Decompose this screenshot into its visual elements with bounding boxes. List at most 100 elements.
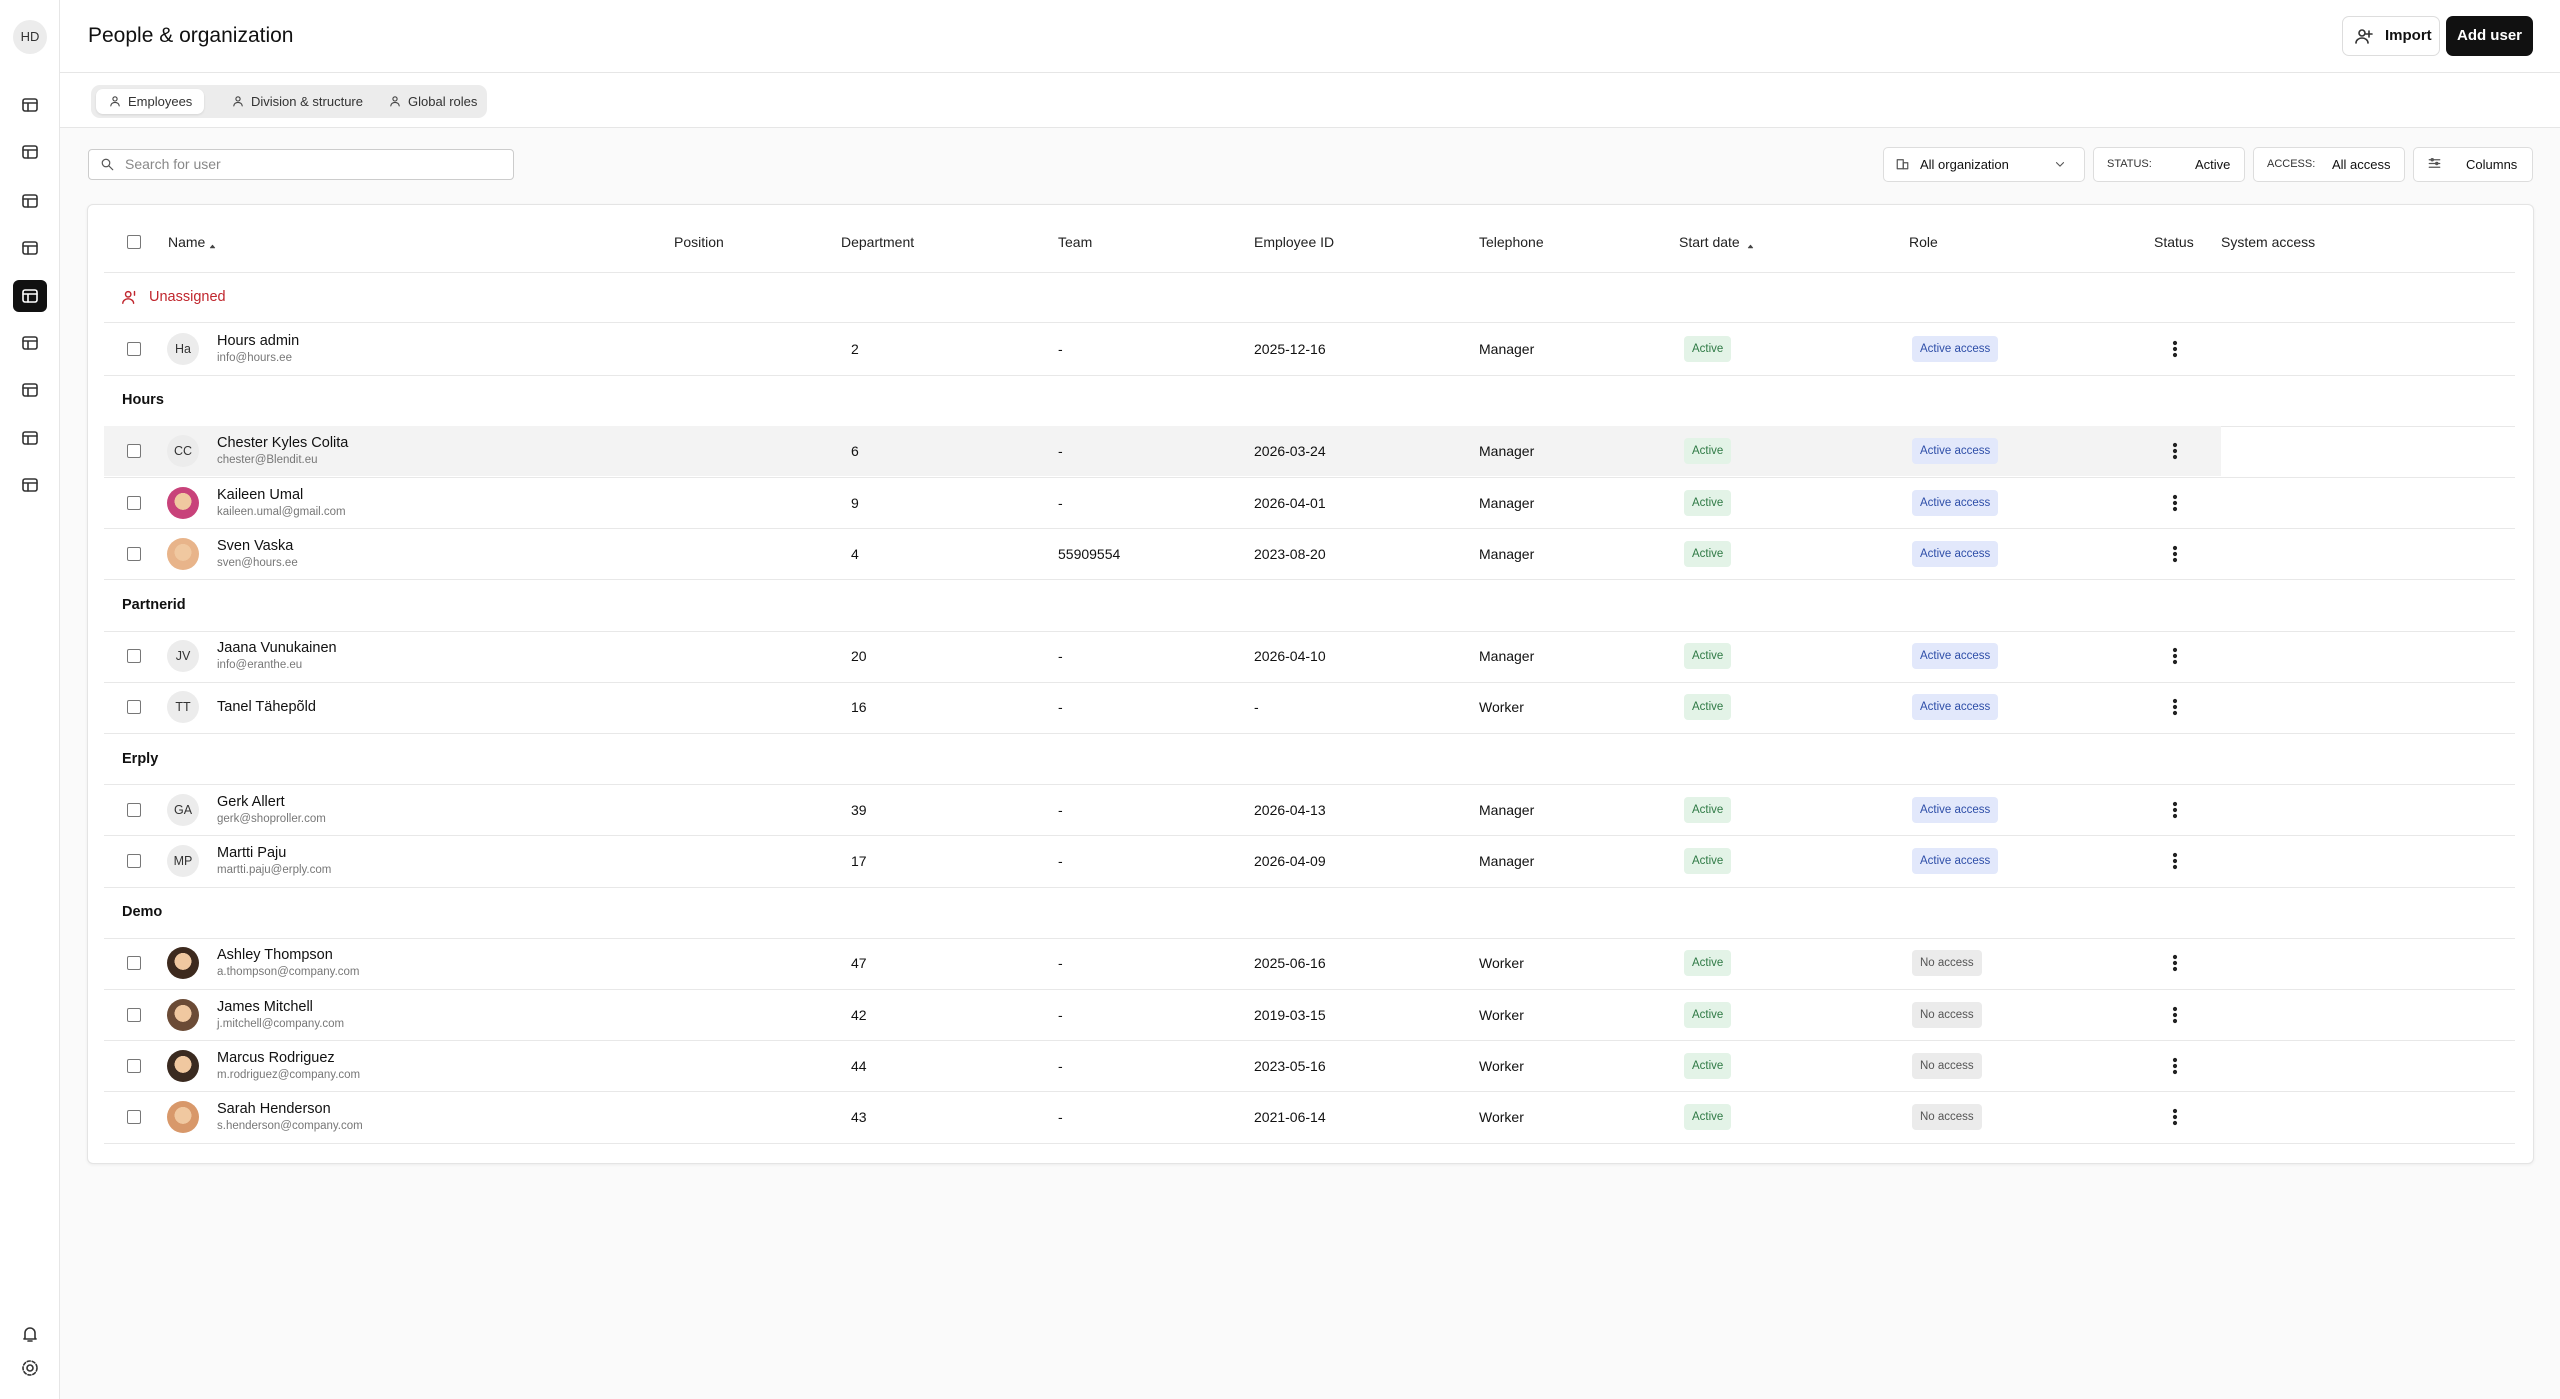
cell: 16	[851, 699, 867, 716]
checkbox[interactable]	[127, 1007, 141, 1022]
column-header: Team	[1058, 234, 1093, 250]
row-menu[interactable]	[2165, 800, 2185, 820]
tab[interactable]: Division & structure	[251, 94, 363, 109]
avatar-photo	[167, 947, 199, 980]
tab[interactable]: Global roles	[408, 94, 478, 109]
nav-active[interactable]	[13, 280, 47, 312]
checkbox[interactable]	[127, 495, 141, 510]
column-header: System access	[2221, 234, 2316, 250]
row-divider	[104, 835, 2515, 836]
tab-icon	[388, 94, 402, 108]
avatar-photo	[167, 1049, 199, 1082]
row-menu[interactable]	[2165, 1056, 2185, 1076]
nav-icon[interactable]	[20, 428, 40, 448]
row-menu[interactable]	[2165, 339, 2185, 359]
nav-icon[interactable]	[20, 142, 40, 162]
row-divider	[104, 631, 2515, 632]
checkbox[interactable]	[127, 1110, 141, 1124]
access-badge: No access	[1912, 1001, 1982, 1028]
nav-icon[interactable]	[20, 333, 40, 353]
row-menu[interactable]	[2165, 493, 2185, 513]
column-header: Employee ID	[1254, 234, 1335, 250]
avatar-photo	[167, 537, 199, 570]
checkbox[interactable]	[127, 342, 141, 356]
row-menu[interactable]	[2165, 646, 2185, 666]
organization-filter[interactable]: All organization	[1883, 147, 2085, 182]
cell: 2023-08-20	[1254, 545, 1326, 562]
checkbox[interactable]	[127, 700, 141, 715]
nav-icon[interactable]	[20, 475, 40, 495]
cell: Worker	[1479, 699, 1524, 716]
page-title: People & organization	[88, 24, 294, 47]
row-menu[interactable]	[2165, 851, 2185, 871]
checkbox[interactable]	[127, 1058, 141, 1073]
row-menu[interactable]	[2165, 953, 2185, 973]
row-menu[interactable]	[2165, 441, 2185, 461]
cell: 39	[851, 801, 867, 818]
status-filter[interactable]	[2093, 147, 2245, 182]
access-filter[interactable]	[2253, 147, 2405, 182]
row-menu[interactable]	[2165, 1107, 2185, 1127]
settings-icon[interactable]	[20, 1358, 40, 1378]
column-header[interactable]: Start date	[1679, 234, 1740, 250]
nav-icon[interactable]	[20, 238, 40, 258]
avatar: GA	[167, 793, 199, 826]
nav-icon[interactable]	[20, 95, 40, 115]
group-label: Partnerid	[122, 597, 186, 613]
user-email: chester@Blendit.eu	[217, 454, 318, 467]
nav-icon[interactable]	[20, 191, 40, 211]
tab[interactable]: Employees	[96, 89, 204, 114]
cell: -	[1058, 341, 1063, 357]
checkbox[interactable]	[127, 649, 141, 664]
cell: -	[1058, 1057, 1063, 1074]
row-hover	[104, 426, 2221, 477]
cell: 42	[851, 1006, 867, 1023]
group-label: Unassigned	[149, 289, 226, 305]
nav-icon[interactable]	[20, 380, 40, 400]
row-menu[interactable]	[2165, 544, 2185, 564]
add-user-button[interactable]: Add user	[2446, 16, 2533, 56]
user-email: j.mitchell@company.com	[217, 1017, 345, 1030]
import-button[interactable]: Import	[2342, 16, 2440, 56]
status-value: Active	[2195, 157, 2231, 172]
checkbox[interactable]	[127, 235, 141, 249]
row-divider	[104, 579, 2515, 580]
column-header: Status	[2154, 234, 2194, 250]
notifications-icon[interactable]	[20, 1324, 40, 1344]
cell: Manager	[1479, 545, 1535, 562]
cell: Worker	[1479, 1109, 1524, 1125]
access-badge: No access	[1912, 950, 1982, 977]
column-header: Role	[1909, 234, 1938, 250]
row-divider	[104, 1143, 2515, 1144]
cell: 2	[851, 341, 859, 357]
sort-icon	[1746, 238, 1755, 249]
row-divider	[104, 272, 2515, 273]
cell: 44	[851, 1057, 867, 1074]
checkbox[interactable]	[127, 546, 141, 561]
row-menu[interactable]	[2165, 697, 2185, 717]
checkbox[interactable]	[127, 956, 141, 971]
access-badge: Active access	[1912, 694, 1999, 721]
avatar: MP	[167, 845, 199, 877]
cell: 6	[851, 443, 859, 460]
user-name: Marcus Rodriguez	[217, 1049, 335, 1066]
checkbox[interactable]	[127, 444, 141, 459]
row-divider	[104, 477, 2515, 478]
cell: 43	[851, 1109, 867, 1125]
row-menu[interactable]	[2165, 1005, 2185, 1025]
nav-icon[interactable]	[20, 286, 40, 306]
user-email: gerk@shoproller.com	[217, 812, 326, 825]
checkbox[interactable]	[127, 854, 141, 868]
columns-button[interactable]: Columns	[2413, 147, 2533, 182]
cell: 2025-12-16	[1254, 341, 1326, 357]
status-badge: Active	[1684, 336, 1732, 362]
cell: 2021-06-14	[1254, 1109, 1326, 1125]
user-avatar[interactable]: HD	[13, 20, 47, 54]
group-label: Erply	[122, 750, 159, 767]
search-box[interactable]: Search for user	[88, 149, 514, 180]
checkbox[interactable]	[127, 802, 141, 817]
avatar-photo	[167, 1101, 199, 1133]
column-header[interactable]: Name	[168, 234, 206, 250]
user-email: s.henderson@company.com	[217, 1120, 363, 1132]
